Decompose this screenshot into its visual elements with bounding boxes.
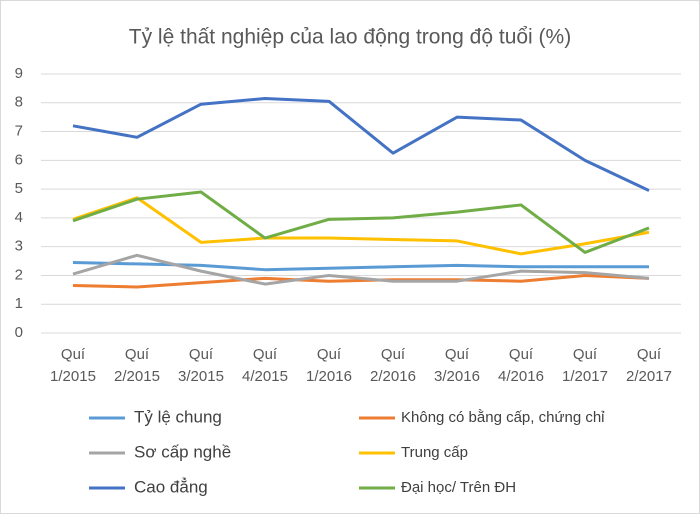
y-tick-label: 4 bbox=[15, 209, 23, 226]
chart-title: Tỷ lệ thất nghiệp của lao động trong độ … bbox=[129, 26, 571, 49]
y-tick-label: 3 bbox=[15, 238, 23, 255]
legend-label: Đại học/ Trên ĐH bbox=[401, 479, 516, 496]
y-tick-label: 6 bbox=[15, 151, 23, 168]
y-tick-label: 9 bbox=[15, 65, 23, 82]
x-tick-label: Quí 4/2015 bbox=[242, 346, 288, 385]
x-tick-label: Quí 1/2016 bbox=[306, 346, 352, 385]
line bbox=[72, 253, 650, 286]
x-tick-label: Quí 2/2017 bbox=[626, 346, 672, 385]
y-tick-label: 8 bbox=[15, 94, 23, 111]
line bbox=[72, 260, 649, 272]
line bbox=[72, 273, 650, 289]
x-tick-label: Quí 4/2016 bbox=[498, 346, 544, 385]
line bbox=[72, 196, 650, 256]
y-tick-label: 7 bbox=[15, 123, 23, 140]
legend-label: Không có bằng cấp, chứng chỉ bbox=[401, 409, 605, 426]
legend-label: Sơ cấp nghề bbox=[134, 442, 231, 461]
x-tick-label: Quí 2/2016 bbox=[370, 346, 416, 385]
legend-label: Trung cấp bbox=[401, 444, 468, 461]
x-tick-label: Quí 1/2017 bbox=[562, 346, 608, 385]
legend-label: Cao đẳng bbox=[134, 477, 208, 496]
line bbox=[72, 96, 650, 192]
x-tick-label: Quí 1/2015 bbox=[50, 346, 96, 385]
y-tick-label: 5 bbox=[15, 180, 23, 197]
y-tick-label: 2 bbox=[15, 266, 23, 283]
line bbox=[72, 190, 650, 254]
y-tick-label: 1 bbox=[15, 295, 23, 312]
x-tick-label: Quí 3/2016 bbox=[434, 346, 480, 385]
x-tick-label: Quí 2/2015 bbox=[114, 346, 160, 385]
x-tick-label: Quí 3/2015 bbox=[178, 346, 224, 385]
legend-label: Tỷ lệ chung bbox=[134, 407, 222, 426]
y-tick-label: 0 bbox=[15, 324, 23, 341]
